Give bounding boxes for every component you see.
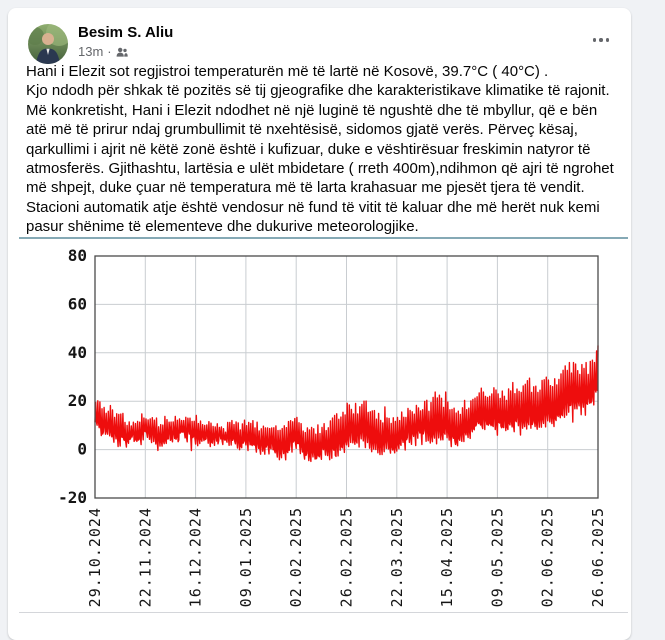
post-paragraph: Më konkretisht, Hani i Elezit ndodhet në… bbox=[26, 101, 614, 197]
chart-series-path bbox=[94, 345, 599, 463]
y-tick-label: 20 bbox=[68, 391, 87, 410]
post-paragraph: Kjo ndodh për shkak të pozitës së tij gj… bbox=[26, 82, 610, 100]
chart-frame bbox=[94, 255, 599, 499]
y-tick-label: 0 bbox=[77, 440, 87, 459]
y-tick-label: -20 bbox=[58, 488, 87, 507]
meta-separator: · bbox=[107, 44, 112, 59]
post-header: Besim S. Aliu 13m · bbox=[22, 18, 621, 64]
ellipsis-icon bbox=[605, 38, 610, 42]
x-tick-label: 15.04.2025 bbox=[438, 507, 456, 607]
post-paragraph: Hani i Elezit sot regjistroi temperaturë… bbox=[26, 63, 549, 80]
timestamp[interactable]: 13m bbox=[78, 44, 104, 59]
post-card: Besim S. Aliu 13m · Hani i Elezit sot re… bbox=[8, 8, 631, 640]
x-tick-label: 09.01.2025 bbox=[237, 507, 255, 607]
x-tick-label: 29.10.2024 bbox=[86, 507, 104, 607]
x-tick-label: 02.06.2025 bbox=[539, 507, 557, 607]
temperature-chart[interactable]: 80 60 40 20 0 -20 29.10.2024 22.11.2024 16.12.20… bbox=[19, 237, 628, 613]
ellipsis-icon bbox=[599, 38, 603, 42]
author-name[interactable]: Besim S. Aliu bbox=[78, 24, 174, 41]
y-tick-label: 80 bbox=[68, 246, 87, 265]
ellipsis-icon bbox=[592, 38, 597, 42]
post-paragraph: Stacioni automatik atje është vendosur n… bbox=[26, 198, 600, 236]
avatar[interactable] bbox=[28, 24, 68, 64]
x-tick-label: 26.02.2025 bbox=[338, 507, 356, 607]
x-tick-label: 22.11.2024 bbox=[136, 507, 154, 607]
feed-page: { "page": { "background": "#f0f2f5" }, "… bbox=[8, 8, 631, 640]
y-tick-label: 60 bbox=[68, 294, 87, 313]
friends-privacy-icon bbox=[116, 46, 128, 58]
y-tick-label: 40 bbox=[68, 343, 87, 362]
x-tick-label: 26.06.2025 bbox=[589, 507, 607, 607]
post-menu-button[interactable] bbox=[585, 24, 617, 56]
x-tick-label: 02.02.2025 bbox=[287, 507, 305, 607]
x-tick-label: 09.05.2025 bbox=[488, 507, 506, 607]
post-text: Hani i Elezit sot regjistroi temperaturë… bbox=[26, 62, 621, 237]
x-tick-label: 22.03.2025 bbox=[388, 507, 406, 607]
x-tick-label: 16.12.2024 bbox=[187, 507, 205, 607]
avatar-image bbox=[28, 24, 68, 64]
post-meta: 13m · bbox=[78, 44, 128, 59]
